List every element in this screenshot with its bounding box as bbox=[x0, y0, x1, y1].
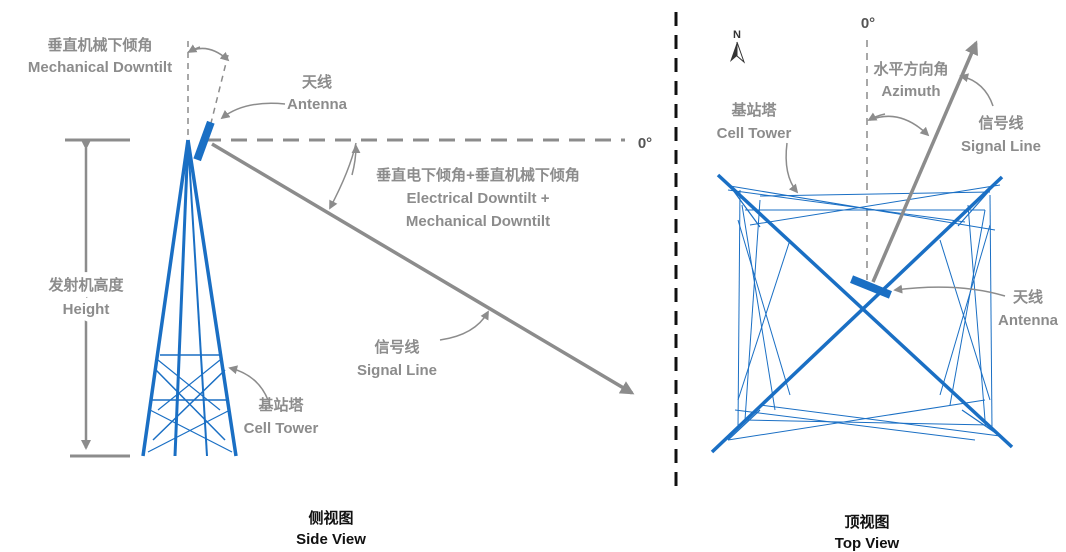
downtilt-angle-arc bbox=[329, 142, 357, 210]
azimuth-en-label: Azimuth bbox=[881, 83, 940, 100]
top-antenna-leader-arrow bbox=[893, 284, 1006, 297]
top-signal-en-label: Signal Line bbox=[961, 138, 1041, 155]
antenna-en-label: Antenna bbox=[287, 96, 348, 113]
top-view-caption-cn: 顶视图 bbox=[844, 513, 889, 531]
top-zero-degree-label: 0° bbox=[861, 15, 875, 32]
top-tower-leader-arrow bbox=[785, 142, 799, 194]
tower-cn-label: 基站塔 bbox=[257, 396, 304, 414]
downtilt-angle-arc-top bbox=[351, 144, 361, 176]
signal-en-label: Signal Line bbox=[357, 362, 437, 379]
azimuth-cn-label: 水平方向角 bbox=[873, 60, 948, 78]
top-view-caption-en: Top View bbox=[835, 535, 900, 552]
antenna-cn-label: 天线 bbox=[302, 73, 332, 91]
azimuth-arc-start bbox=[867, 112, 886, 121]
north-label: N bbox=[733, 29, 741, 41]
top-tower-en-label: Cell Tower bbox=[717, 125, 792, 142]
top-antenna-cn-label: 天线 bbox=[1013, 288, 1043, 306]
side-cell-tower bbox=[141, 139, 238, 457]
tower-leader-arrow bbox=[228, 365, 269, 401]
top-view: N bbox=[710, 15, 1059, 552]
mechanical-downtilt-arc-start bbox=[187, 44, 201, 53]
azimuth-arc bbox=[869, 115, 930, 137]
side-antenna bbox=[193, 120, 215, 162]
total-downtilt-cn-label: 垂直电下倾角+垂直机械下倾角 bbox=[376, 166, 580, 184]
height-cn-label: 发射机高度 bbox=[47, 276, 124, 294]
top-antenna-en-label: Antenna bbox=[998, 312, 1059, 329]
antenna-leader-arrow bbox=[220, 102, 286, 120]
total-downtilt-en1-label: Electrical Downtilt + bbox=[407, 190, 550, 207]
top-signal-leader-arrow bbox=[959, 73, 994, 107]
signal-cn-label: 信号线 bbox=[374, 338, 419, 356]
top-cell-tower bbox=[710, 173, 1014, 454]
side-view: 垂直机械下倾角 Mechanical Downtilt 天线 Antenna 0… bbox=[28, 36, 652, 548]
mech-downtilt-en-label: Mechanical Downtilt bbox=[28, 59, 172, 76]
side-view-caption-cn: 侧视图 bbox=[308, 509, 353, 527]
side-signal-line bbox=[211, 142, 635, 395]
zero-degree-label: 0° bbox=[638, 135, 652, 152]
mech-downtilt-cn-label: 垂直机械下倾角 bbox=[47, 36, 152, 54]
top-signal-line bbox=[871, 40, 978, 283]
top-antenna bbox=[850, 275, 892, 299]
side-view-caption-en: Side View bbox=[296, 531, 366, 548]
total-downtilt-en2-label: Mechanical Downtilt bbox=[406, 213, 550, 230]
height-en-label: Height bbox=[63, 301, 110, 318]
top-signal-cn-label: 信号线 bbox=[978, 114, 1023, 132]
tower-en-label: Cell Tower bbox=[244, 420, 319, 437]
north-arrow-icon bbox=[730, 41, 746, 64]
top-tower-cn-label: 基站塔 bbox=[730, 101, 777, 119]
mechanical-tilt-line bbox=[207, 54, 229, 136]
signal-leader-arrow bbox=[439, 310, 489, 341]
